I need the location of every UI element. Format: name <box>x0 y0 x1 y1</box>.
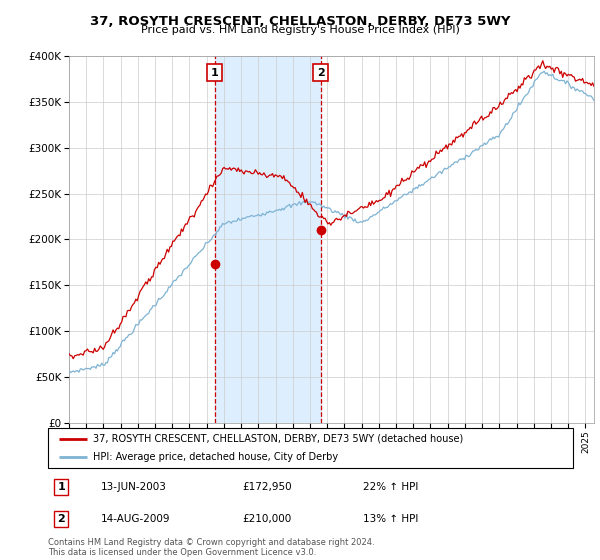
Text: Price paid vs. HM Land Registry's House Price Index (HPI): Price paid vs. HM Land Registry's House … <box>140 25 460 35</box>
Text: 2: 2 <box>317 68 325 77</box>
Text: 13% ↑ HPI: 13% ↑ HPI <box>363 514 418 524</box>
Text: 1: 1 <box>211 68 218 77</box>
Text: Contains HM Land Registry data © Crown copyright and database right 2024.
This d: Contains HM Land Registry data © Crown c… <box>48 538 374 557</box>
Text: £172,950: £172,950 <box>242 482 292 492</box>
Text: 2: 2 <box>57 514 65 524</box>
Bar <box>215 56 320 423</box>
Text: 37, ROSYTH CRESCENT, CHELLASTON, DERBY, DE73 5WY (detached house): 37, ROSYTH CRESCENT, CHELLASTON, DERBY, … <box>92 434 463 444</box>
Text: 13-JUN-2003: 13-JUN-2003 <box>101 482 166 492</box>
Text: £210,000: £210,000 <box>242 514 292 524</box>
FancyBboxPatch shape <box>48 428 573 468</box>
Text: 14-AUG-2009: 14-AUG-2009 <box>101 514 170 524</box>
Text: 1: 1 <box>57 482 65 492</box>
Text: 37, ROSYTH CRESCENT, CHELLASTON, DERBY, DE73 5WY: 37, ROSYTH CRESCENT, CHELLASTON, DERBY, … <box>90 15 510 28</box>
Text: 22% ↑ HPI: 22% ↑ HPI <box>363 482 418 492</box>
Text: HPI: Average price, detached house, City of Derby: HPI: Average price, detached house, City… <box>92 452 338 462</box>
